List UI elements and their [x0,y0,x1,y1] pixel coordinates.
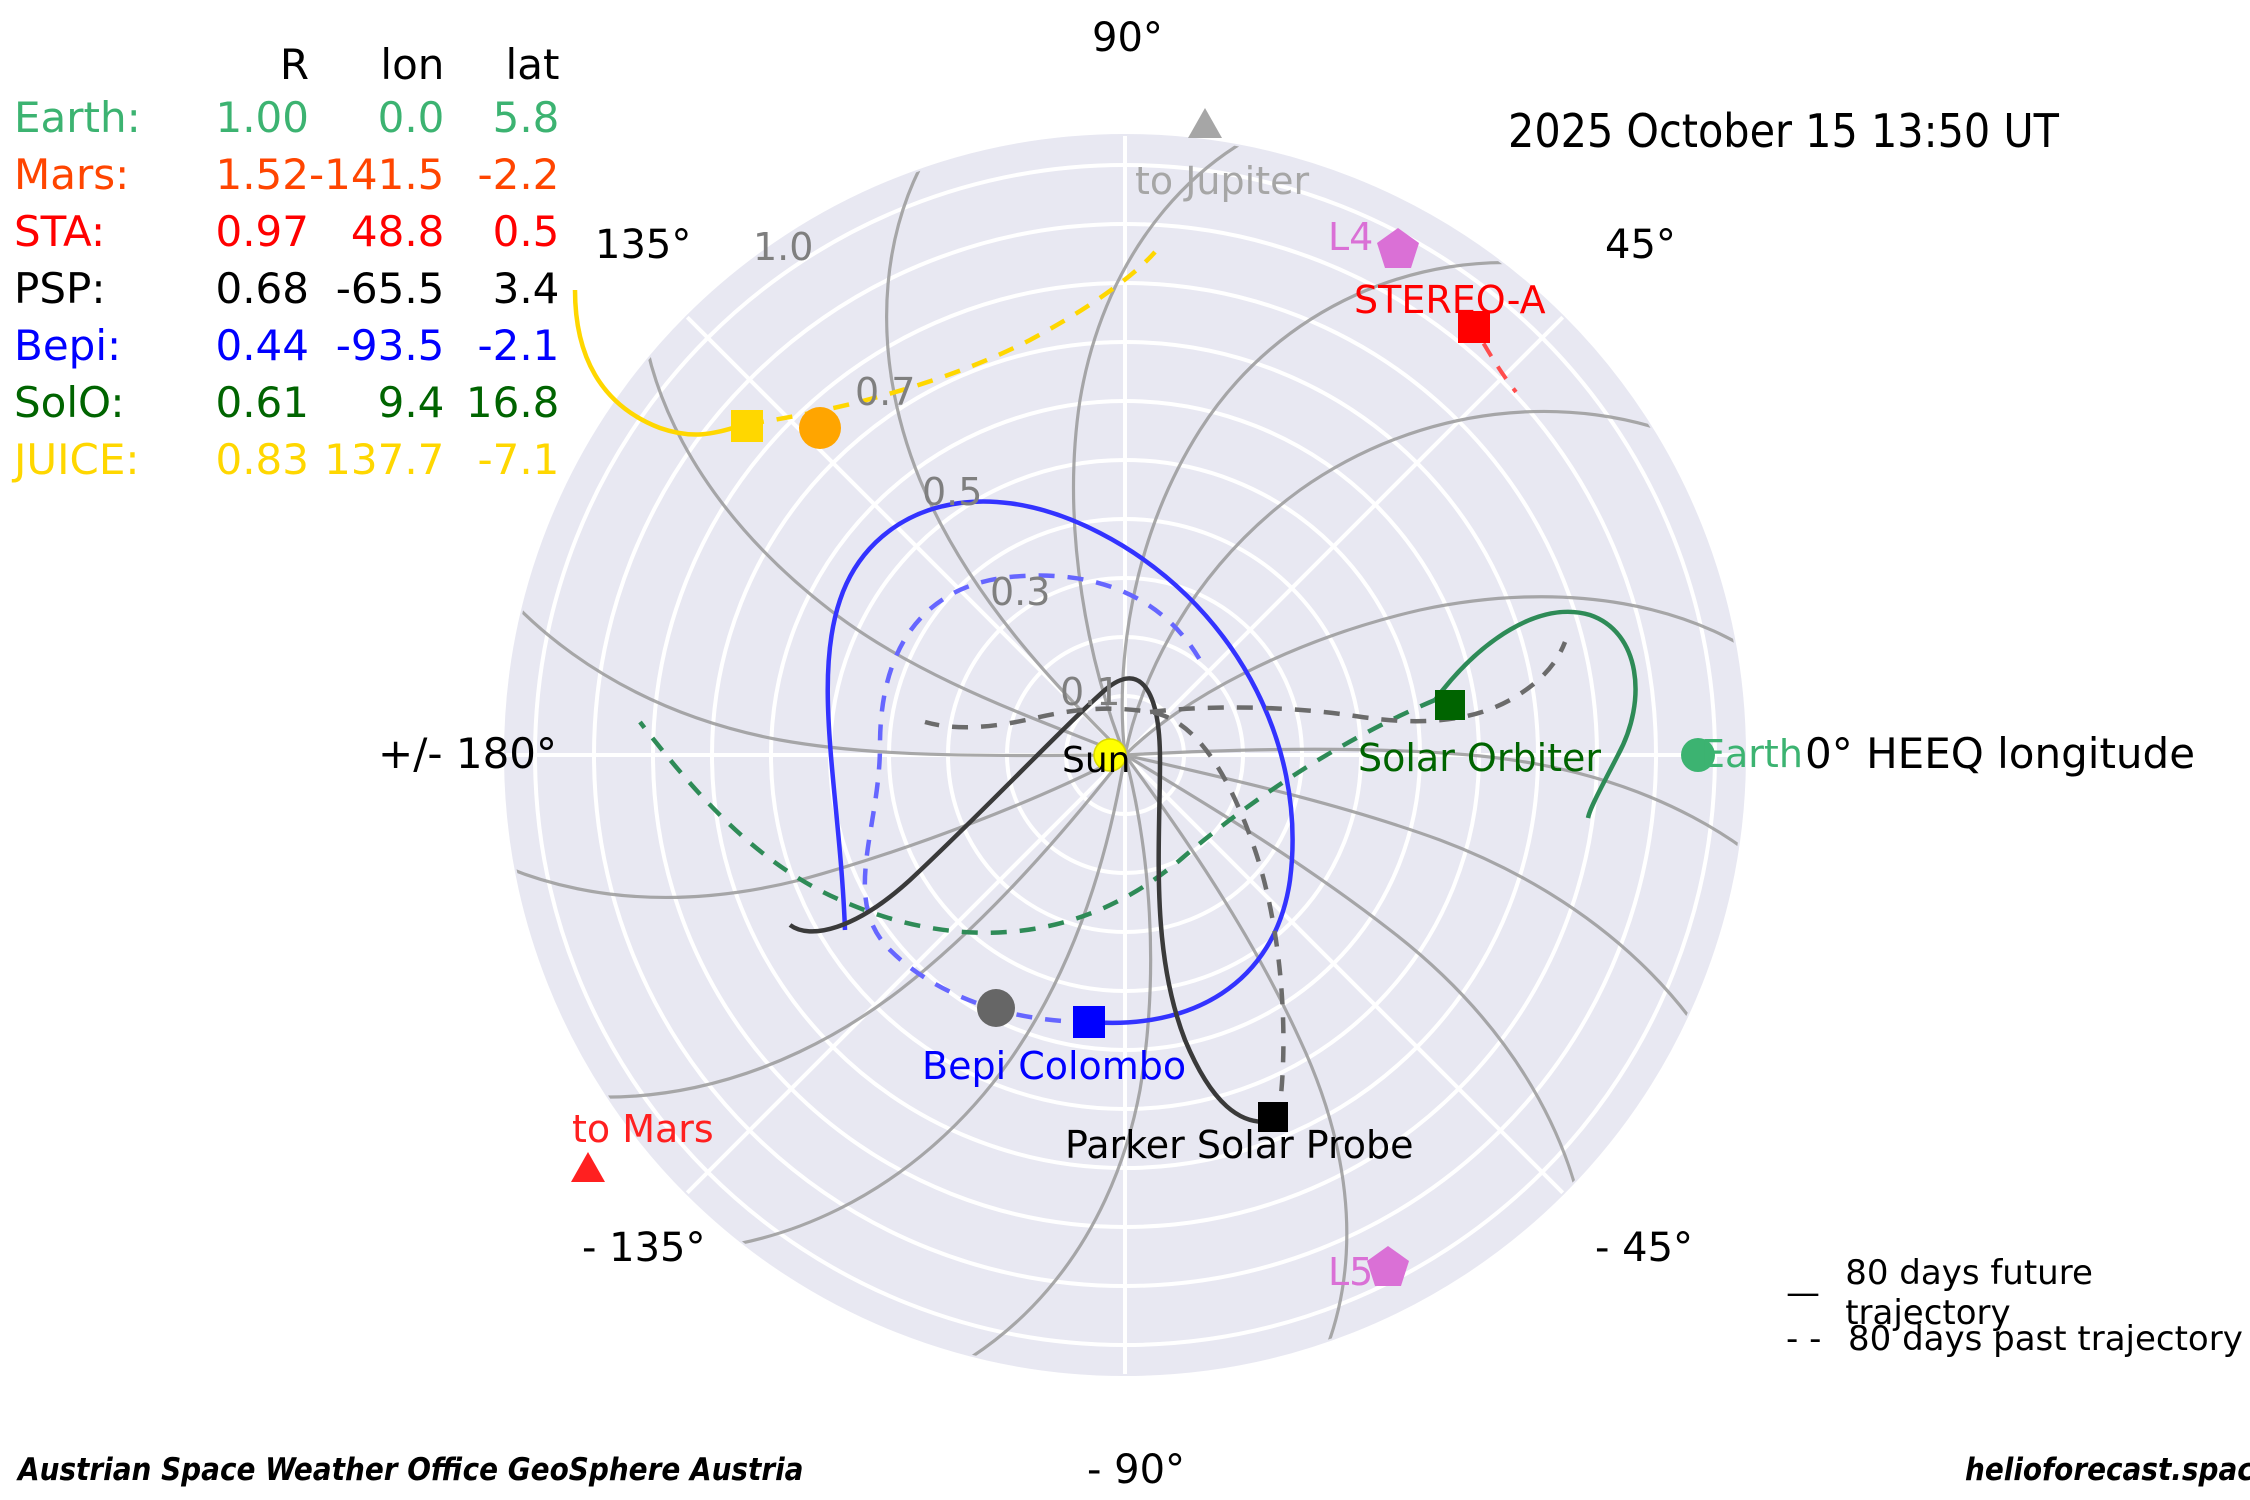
row-label: SolO: [14,378,125,427]
table-row: PSP: 0.68 -65.5 3.4 [14,260,559,317]
bepi-future-trajectory [825,499,1295,1026]
row-lat: -7.1 [477,435,560,484]
mercury-marker [977,989,1015,1027]
position-table-header-row: R lon lat [14,40,560,89]
sun-marker [1093,738,1127,772]
footer-credit-right: helioforecast.space [1965,1452,2250,1488]
to-jupiter-marker [1188,108,1222,138]
to-mars-marker [571,1152,605,1182]
row-r: 0.61 [215,378,309,427]
row-label: PSP: [14,264,106,313]
solar-orbiter-marker [1435,690,1465,720]
header-blank [14,40,179,89]
row-label: Mars: [14,150,130,199]
angle-label-m135: - 135° [582,1225,706,1271]
polar-disk-edge [504,134,1746,1376]
juice-marker [731,410,763,442]
solar-orbiter-future-trajectory [1433,609,1638,819]
row-lon: -93.5 [335,321,445,370]
row-r: 0.44 [215,321,309,370]
row-label: STA: [14,207,106,256]
row-lat: 5.8 [492,93,560,142]
row-lon: -141.5 [309,150,445,199]
table-row: Mars: 1.52 -141.5 -2.2 [14,146,559,203]
angle-label-45: 45° [1605,222,1676,268]
row-lon: -65.5 [335,264,445,313]
solid-line-glyph: — [1786,1273,1820,1313]
psp-marker [1258,1102,1288,1132]
to-mars-label: to Mars [572,1107,714,1151]
l5-marker [1367,1246,1409,1286]
row-lon: 9.4 [377,378,445,427]
row-label: Earth: [14,93,141,142]
table-row: JUICE: 0.83 137.7 -7.1 [14,431,559,488]
row-label: Bepi: [14,321,122,370]
stereo-a-marker [1458,311,1490,343]
row-r: 0.83 [215,435,309,484]
row-lon: 137.7 [324,435,445,484]
row-r: 1.52 [215,150,309,199]
table-row: Bepi: 0.44 -93.5 -2.1 [14,317,559,374]
radial-label-0-3: 0.3 [990,570,1051,614]
header-lat: lat [505,40,560,89]
radial-label-0-5: 0.5 [922,470,983,514]
row-lat: 3.4 [492,264,560,313]
angle-label-180: +/- 180° [378,729,558,778]
stereo-a-label: STEREO-A [1354,278,1546,322]
radial-label-0-7: 0.7 [855,370,916,414]
dashed-line-glyph: - - [1786,1319,1822,1359]
row-r: 0.68 [215,264,309,313]
psp-past-trajectory [924,706,1286,1121]
bepi-marker [1073,1006,1105,1038]
table-row: STA: 0.97 48.8 0.5 [14,203,559,260]
row-lon: 48.8 [350,207,445,256]
earth-marker [1681,738,1715,772]
row-lat: 0.5 [492,207,560,256]
l4-label: L4 [1328,215,1374,259]
header-r: R [279,40,309,89]
juice-future-trajectory [572,289,749,437]
row-lon: 0.0 [377,93,445,142]
angle-label-0: 0° HEEQ longitude [1805,729,2196,778]
row-r: 0.97 [215,207,309,256]
header-lon: lon [380,40,445,89]
psp-outer-past-arc [1149,641,1568,724]
solar-orbiter-label: Solar Orbiter [1358,736,1602,780]
row-label: JUICE: [14,435,140,484]
table-row: SolO: 0.61 9.4 16.8 [14,374,559,431]
legend-row-future: — 80 days future trajectory [1786,1253,2250,1333]
date-time-title: 2025 October 15 13:50 UT [1508,104,2059,158]
earth-label: Earth [1701,732,1803,776]
solar-orbiter-past-trajectory [638,697,1436,935]
radial-label-0-1: 0.1 [1060,670,1121,714]
radial-label-1-0: 1.0 [753,225,814,269]
footer-credit-left: Austrian Space Weather Office GeoSphere … [18,1452,804,1488]
l4-marker [1377,228,1419,268]
row-lat: 16.8 [465,378,560,427]
legend-future-label: 80 days future trajectory [1845,1253,2093,1333]
psp-label: Parker Solar Probe [1065,1123,1414,1167]
angle-label-m90: - 90° [1087,1447,1186,1493]
psp-future-trajectory [788,676,1279,1125]
legend-row-past: - - 80 days past trajectory [1786,1316,2250,1362]
sun-label: Sun [1062,740,1131,781]
position-table: R lon lat Earth: 1.00 0.0 5.8 Mars: 1.52… [14,40,559,488]
angle-label-135: 135° [595,222,692,268]
row-lat: -2.1 [477,321,560,370]
angle-label-90: 90° [1092,15,1163,61]
row-lat: -2.2 [477,150,560,199]
bepi-colombo-label: Bepi Colombo [922,1044,1187,1088]
legend-past-label: 80 days past trajectory [1848,1319,2243,1359]
trajectory-legend: — 80 days future trajectory - - 80 days … [1786,1253,2250,1362]
row-r: 1.00 [215,93,309,142]
venus-marker [799,407,841,449]
table-row: Earth: 1.00 0.0 5.8 [14,89,559,146]
angle-label-m45: - 45° [1595,1225,1694,1271]
l5-label: L5 [1328,1250,1374,1294]
to-jupiter-label: to Jupiter [1135,159,1310,203]
